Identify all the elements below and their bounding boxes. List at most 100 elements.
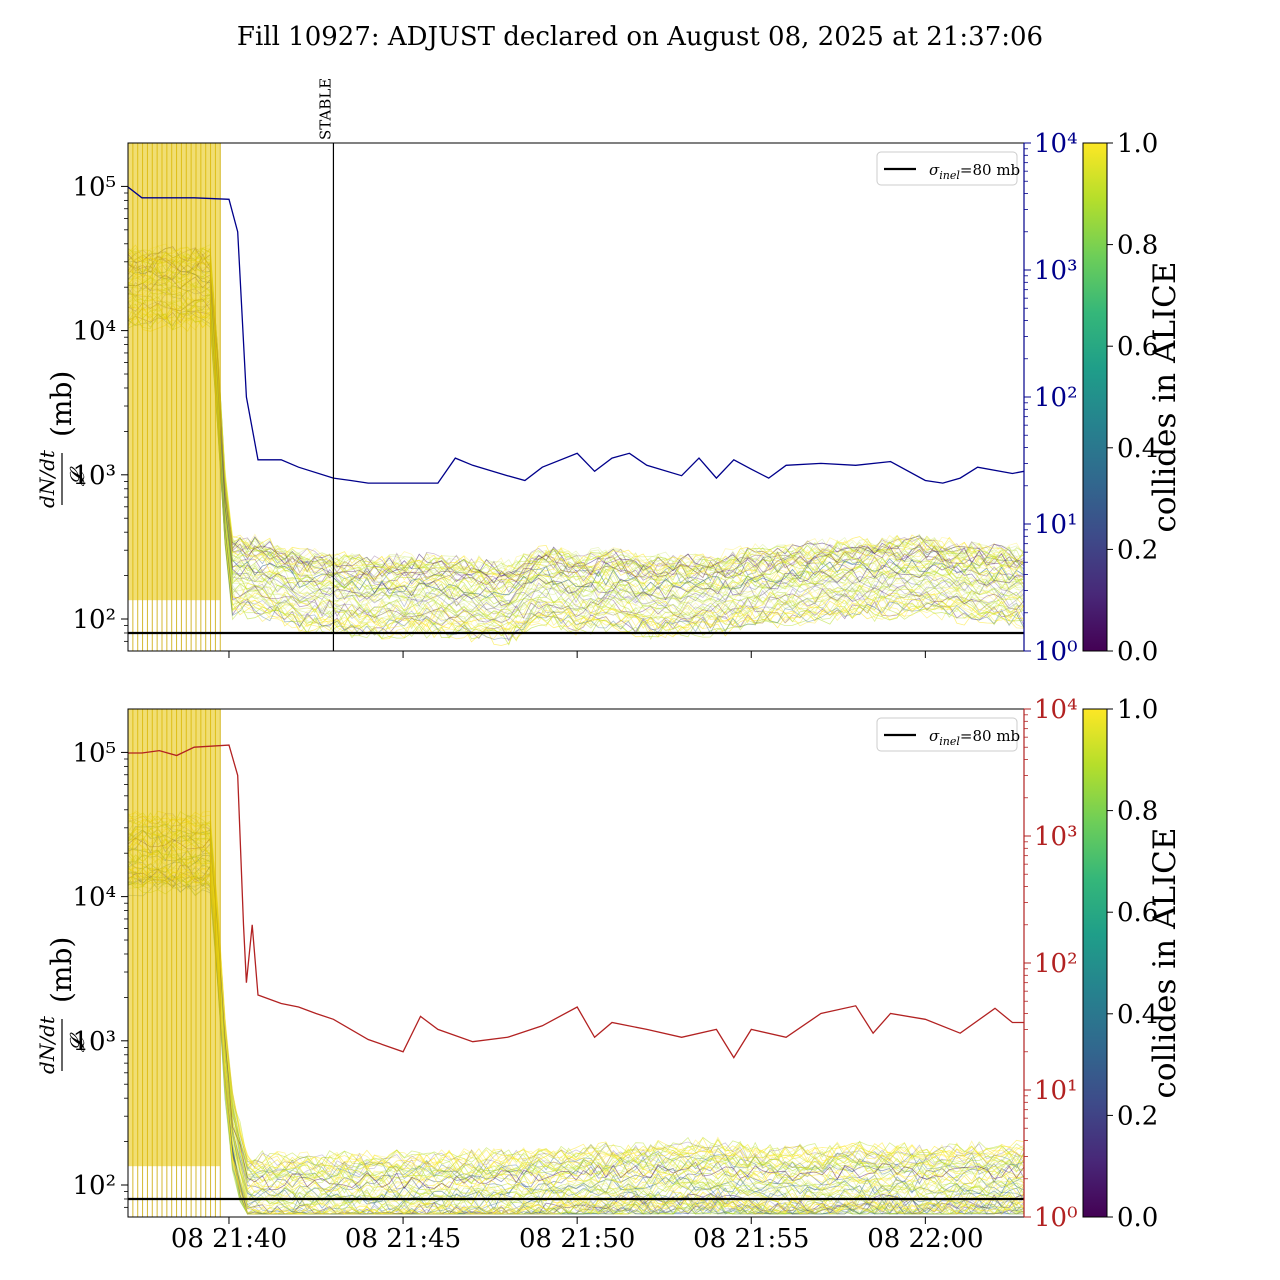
bunch-line [128,244,1024,575]
bunch-line [128,815,1024,1172]
bunch-line [128,810,1024,1168]
bunch-line [128,813,1024,1170]
bunch-line [128,811,1024,1166]
bunch-line [128,294,1024,623]
y2-tick-label: 10⁴ [1034,129,1078,159]
bunch-line [128,844,1024,1201]
bunch-line [128,243,1024,577]
y-label-unit: (mb) [45,937,78,1003]
colorbar-tick-label: 0.4 [1117,434,1158,464]
bunch-line [128,253,1024,580]
legend-sigma: σ [929,727,940,745]
y-tick-label: 10⁴ [72,317,116,347]
bunch-line [128,824,1024,1179]
bunch-line [128,256,1024,586]
bunch-line [128,282,1024,608]
bunch-line [128,814,1024,1170]
bunch-line [128,307,1024,637]
colorbar-gradient [1082,708,1108,1218]
colorbar-label: collides in ALICE [1147,261,1183,532]
y-tick-label: 10⁴ [72,883,116,913]
legend-suffix: =80 mb [960,727,1020,745]
x-tick-label: 08 21:40 [171,1224,287,1254]
colorbar-tick-label: 0.0 [1117,1203,1158,1233]
bunch-line [128,288,1024,619]
bunch-line [128,256,1024,586]
bunch-line [128,272,1024,601]
luminosity-line [128,744,1024,1059]
colorbar-tick-label: 1.0 [1117,129,1158,159]
colorbar-tick-label: 0.2 [1117,1101,1158,1131]
colorbar-tick-label: 0.4 [1117,1000,1158,1030]
bunch-line [128,263,1024,593]
bunch-line [128,312,1024,646]
bottom-panel: 10² 10³ 10⁴ 10⁵ 10⁰ 10¹ 10² 10³ 10⁴ 08 21:40 08 21… [35,695,1183,1254]
legend-subscript: inel [939,169,960,182]
bunch-line [128,819,1024,1174]
bunch-line [128,824,1024,1182]
bunch-line [128,313,1024,642]
y2-tick-label: 10⁰ [1034,1203,1078,1233]
bunch-line [128,246,1024,577]
x-tick-label: 08 21:50 [519,1224,635,1254]
bunch-block-fill [128,709,221,1167]
bunch-line [128,848,1024,1205]
bunch-line [128,823,1024,1177]
bunch-line [128,866,1024,1215]
bunch-line [128,812,1024,1169]
y2-tick-label: 10⁰ [1034,637,1078,667]
legend-box [876,151,1018,186]
bunch-line [128,310,1024,640]
bunch-line [128,287,1024,612]
bunch-line [128,838,1024,1196]
bunch-lines [128,143,1024,651]
stable-label: STABLE [316,78,334,140]
bunch-line [128,296,1024,626]
bunch-line [128,834,1024,1192]
x-tick-label: 08 21:55 [693,1224,809,1254]
bunch-line [128,254,1024,581]
bunch-line [128,829,1024,1184]
legend-sigma: σ [929,161,940,179]
bunch-line [128,828,1024,1185]
plot-area [128,709,1024,1217]
bunch-line [128,828,1024,1185]
y-tick-label: 10⁵ [72,172,116,202]
bunch-line [128,274,1024,606]
y-label-unit: (mb) [45,371,78,437]
bunch-line [128,292,1024,622]
y-tick-label: 10⁵ [72,738,116,768]
axes-frame [127,708,1025,1218]
bunch-line [128,821,1024,1179]
legend-subscript: inel [939,735,960,748]
bunch-line [128,823,1024,1181]
bunch-line [128,853,1024,1210]
colorbar: 0.0 0.2 0.4 0.6 0.8 1.0 collides in ALICE [1082,129,1183,667]
bunch-line [128,243,1024,573]
legend-box [876,717,1018,752]
bunch-line [128,270,1024,599]
bunch-line [128,248,1024,576]
figure-title: Fill 10927: ADJUST declared on August 08… [237,22,1043,52]
bunch-line [128,830,1024,1188]
y2-tick-label: 10¹ [1034,1076,1078,1106]
legend-label: σinel=80 mb [929,727,1020,748]
colorbar-tick-label: 0.8 [1117,797,1158,827]
colorbar-tick-label: 0.8 [1117,231,1158,261]
bunch-line [128,251,1024,576]
y2-tick-label: 10² [1034,949,1078,979]
colorbar-tick-label: 0.6 [1117,898,1158,928]
bunch-line [128,295,1024,627]
bunch-line [128,864,1024,1215]
colorbar-gradient [1082,142,1108,652]
bunch-line [128,247,1024,579]
legend-label: σinel=80 mb [929,161,1020,182]
bunch-line [128,848,1024,1207]
colorbar-label: collides in ALICE [1147,827,1183,1098]
legend: σinel=80 mb [876,151,1020,186]
bunch-line [128,303,1024,631]
bunch-line [128,299,1024,624]
y2-tick-label: 10³ [1034,822,1078,852]
bunch-line [128,819,1024,1175]
